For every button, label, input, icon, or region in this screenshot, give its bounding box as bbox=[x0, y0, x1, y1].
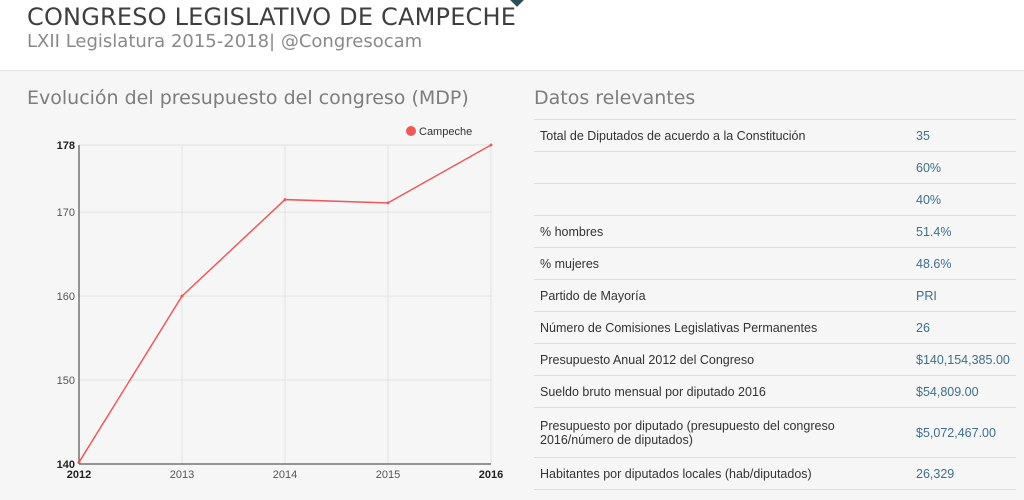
row-label: Partido de Mayoría bbox=[534, 279, 916, 312]
page-subtitle: LXII Legislatura 2015-2018| @Congresocam bbox=[27, 31, 423, 52]
x-tick-label: 2016 bbox=[479, 469, 503, 481]
row-value: 60% bbox=[916, 151, 1016, 184]
x-tick-label: 2015 bbox=[376, 469, 400, 481]
y-tick-label: 160 bbox=[57, 291, 75, 303]
page-title: CONGRESO LEGISLATIVO DE CAMPECHE bbox=[27, 3, 517, 31]
y-tick-label: 140 bbox=[57, 459, 75, 471]
budget-line-chart: 140 150 160 170 178 2012 2013 2014 2015 2016 Campe… bbox=[57, 126, 503, 481]
table-row: % mujeres 48.6% bbox=[534, 247, 1016, 280]
row-label bbox=[534, 183, 916, 216]
row-label: Total de Diputados de acuerdo a la Const… bbox=[534, 119, 916, 152]
data-point bbox=[77, 460, 81, 464]
table-row: Sueldo bruto mensual por diputado 2016 $5… bbox=[534, 375, 1016, 408]
row-value: 40% bbox=[916, 183, 1016, 216]
row-label bbox=[534, 151, 916, 184]
row-label: % mujeres bbox=[534, 247, 916, 280]
main-content: Evolución del presupuesto del congreso (… bbox=[0, 71, 1024, 500]
table-row: 40% bbox=[534, 183, 1016, 216]
data-section-title: Datos relevantes bbox=[534, 87, 696, 109]
table-row: Presupuesto por diputado (presupuesto de… bbox=[534, 407, 1016, 458]
table-row: % hombres 51.4% bbox=[534, 215, 1016, 248]
table-row: Presupuesto Anual 2012 del Congreso $140,… bbox=[534, 343, 1016, 376]
row-value: $140,154,385.00 bbox=[916, 343, 1016, 376]
y-tick-label: 170 bbox=[57, 207, 75, 219]
data-point bbox=[386, 201, 390, 205]
relevant-data-table: Total de Diputados de acuerdo a la Const… bbox=[534, 119, 1016, 490]
row-value: 35 bbox=[916, 119, 1016, 152]
row-value: $5,072,467.00 bbox=[916, 407, 1016, 458]
x-tick-label: 2014 bbox=[273, 469, 297, 481]
row-label: Número de Comisiones Legislativas Perman… bbox=[534, 311, 916, 344]
data-point bbox=[283, 198, 287, 202]
row-value: 26 bbox=[916, 311, 1016, 344]
row-label: Sueldo bruto mensual por diputado 2016 bbox=[534, 375, 916, 408]
row-label: Presupuesto por diputado (presupuesto de… bbox=[534, 407, 916, 458]
row-label: Presupuesto Anual 2012 del Congreso bbox=[534, 343, 916, 376]
legend-label: Campeche bbox=[419, 126, 472, 138]
row-value: 26,329 bbox=[916, 457, 1016, 490]
x-tick-label: 2013 bbox=[170, 469, 194, 481]
row-value: PRI bbox=[916, 279, 1016, 312]
chart-section-title: Evolución del presupuesto del congreso (… bbox=[27, 87, 469, 109]
y-tick-label: 150 bbox=[57, 375, 75, 387]
table-row: Total de Diputados de acuerdo a la Const… bbox=[534, 119, 1016, 152]
row-label: % hombres bbox=[534, 215, 916, 248]
table-row: Habitantes por diputados locales (hab/di… bbox=[534, 457, 1016, 490]
table-row: Número de Comisiones Legislativas Perman… bbox=[534, 311, 1016, 344]
page-header: CONGRESO LEGISLATIVO DE CAMPECHE LXII Le… bbox=[0, 0, 1024, 71]
row-value: $54,809.00 bbox=[916, 375, 1016, 408]
row-label: Habitantes por diputados locales (hab/di… bbox=[534, 457, 916, 490]
x-tick-label: 2012 bbox=[67, 469, 91, 481]
table-row: 60% bbox=[534, 151, 1016, 184]
row-value: 51.4% bbox=[916, 215, 1016, 248]
table-row: Partido de Mayoría PRI bbox=[534, 279, 1016, 312]
legend-swatch bbox=[406, 126, 416, 136]
y-tick-label: 178 bbox=[57, 140, 75, 152]
row-value: 48.6% bbox=[916, 247, 1016, 280]
data-point bbox=[180, 294, 184, 298]
data-point bbox=[489, 143, 493, 147]
